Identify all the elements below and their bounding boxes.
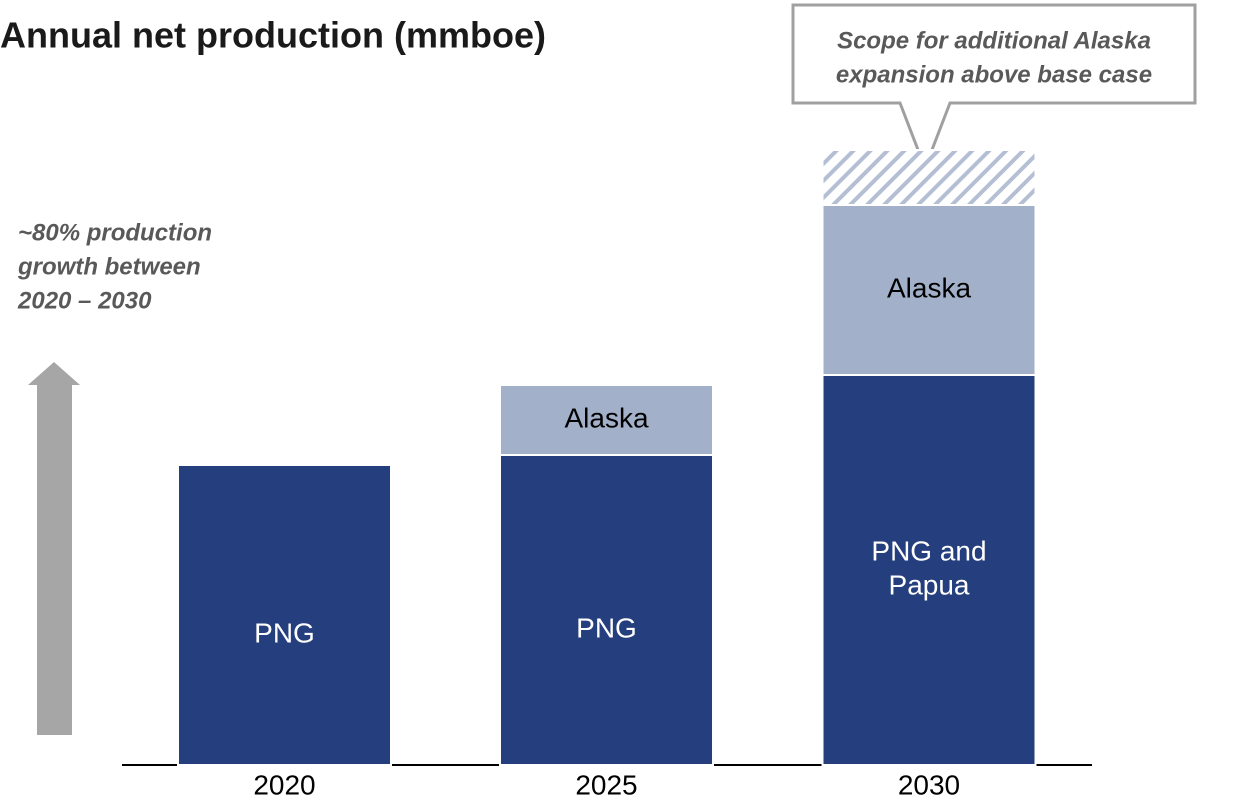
segment-label: Papua <box>889 569 970 600</box>
growth-arrow-head <box>28 362 80 385</box>
bar-segment <box>499 384 714 456</box>
annotation: growth between <box>17 253 201 280</box>
annotation: ~80% production <box>18 219 212 246</box>
annotation: Scope for additional Alaska <box>837 27 1151 54</box>
segment-label: Alaska <box>887 272 971 303</box>
bar-segment <box>177 464 392 766</box>
annotation: expansion above base case <box>836 61 1152 88</box>
x-tick-label: 2020 <box>253 769 315 800</box>
segment-label: PNG <box>576 612 637 643</box>
hatched-segment <box>821 149 1037 206</box>
annotation: 2020 – 2030 <box>17 287 152 314</box>
chart-title: Annual net production (mmboe) <box>0 15 546 56</box>
segment-label: Alaska <box>564 402 648 433</box>
x-tick-label: 2025 <box>575 769 637 800</box>
x-tick-label: 2030 <box>898 769 960 800</box>
bar-segment <box>499 454 714 766</box>
callout-box <box>791 3 1197 173</box>
growth-arrow-shaft <box>37 385 72 735</box>
segment-label: PNG and <box>871 535 986 566</box>
bar-segment <box>821 204 1037 376</box>
segment-label: PNG <box>254 617 315 648</box>
